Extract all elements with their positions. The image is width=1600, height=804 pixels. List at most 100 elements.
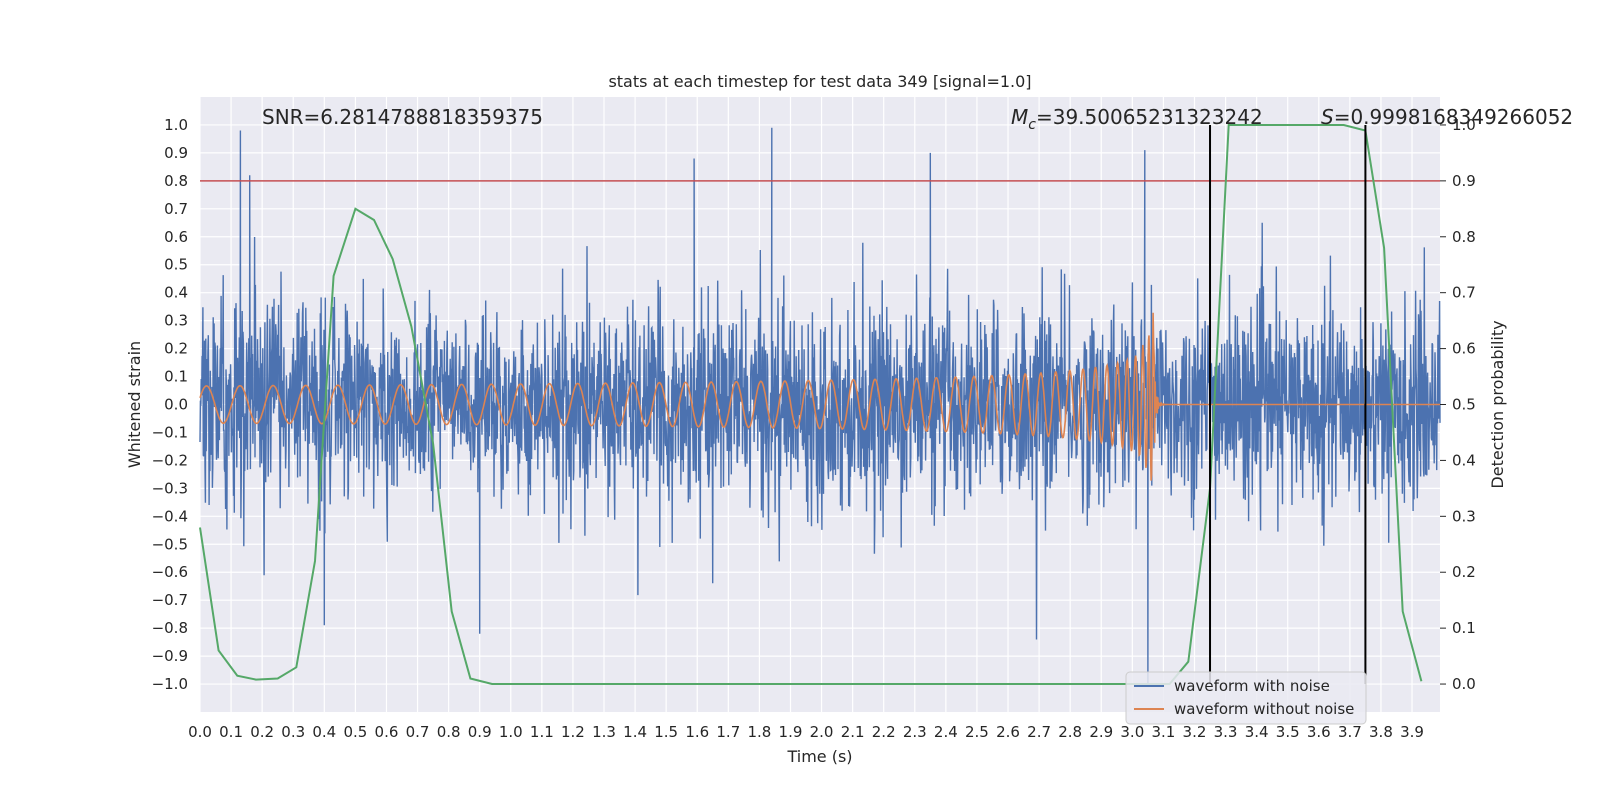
x-axis-label: Time (s) xyxy=(786,747,852,766)
x-tick-label: 2.1 xyxy=(841,723,865,741)
y2-tick-label: 0.0 xyxy=(1452,675,1476,693)
x-tick-label: 3.8 xyxy=(1369,723,1393,741)
x-tick-label: 0.7 xyxy=(406,723,430,741)
x-tick-label: 2.2 xyxy=(872,723,896,741)
x-tick-label: 0.5 xyxy=(343,723,367,741)
x-tick-label: 1.0 xyxy=(499,723,523,741)
chart-title: stats at each timestep for test data 349… xyxy=(608,72,1031,91)
score-annotation: S=0.9998168349266052 xyxy=(1321,105,1573,129)
y2-tick-label: 0.1 xyxy=(1452,619,1476,637)
x-tick-label: 2.7 xyxy=(1027,723,1051,741)
y2-tick-label: 0.5 xyxy=(1452,396,1476,414)
y-tick-label: 0.6 xyxy=(164,228,188,246)
y-tick-label: 0.2 xyxy=(164,340,188,358)
series-waveform-with-noise xyxy=(199,127,1441,685)
x-tick-label: 0.6 xyxy=(375,723,399,741)
score-symbol: S xyxy=(1321,105,1334,129)
x-tick-label: 3.9 xyxy=(1400,723,1424,741)
x-tick-label: 1.4 xyxy=(623,723,647,741)
y-tick-label: 0.8 xyxy=(164,172,188,190)
x-tick-label: 1.9 xyxy=(779,723,803,741)
y-tick-label: −0.2 xyxy=(152,451,188,469)
x-tick-label: 3.1 xyxy=(1151,723,1175,741)
x-tick-label: 1.2 xyxy=(561,723,585,741)
y2-axis-label: Detection probability xyxy=(1488,320,1507,488)
y-tick-label: 0.0 xyxy=(164,396,188,414)
legend: waveform with noise waveform without noi… xyxy=(1125,671,1367,725)
snr-annotation: SNR=6.2814788818359375 xyxy=(262,105,543,129)
x-tick-label: 2.6 xyxy=(996,723,1020,741)
y-tick-label: 0.3 xyxy=(164,312,188,330)
y-tick-label: 1.0 xyxy=(164,116,188,134)
y-tick-label: 0.4 xyxy=(164,284,188,302)
chirp-mass-annotation: Mc=39.50065231323242 xyxy=(1011,105,1263,133)
y-tick-label: 0.1 xyxy=(164,368,188,386)
chirp-mass-symbol: M xyxy=(1011,105,1028,129)
x-tick-label: 3.2 xyxy=(1183,723,1207,741)
score-value: =0.9998168349266052 xyxy=(1334,105,1573,129)
x-tick-label: 1.7 xyxy=(716,723,740,741)
legend-label-waveform-without-noise: waveform without noise xyxy=(1174,700,1354,718)
x-tick-label: 1.1 xyxy=(530,723,554,741)
x-tick-label: 2.3 xyxy=(903,723,927,741)
x-tick-label: 1.3 xyxy=(592,723,616,741)
legend-box xyxy=(1125,671,1367,725)
x-tick-labels: 0.0 0.1 0.2 0.3 0.4 0.5 0.6 0.7 0.8 0.9 1.0 1.1 1.2 1… xyxy=(188,723,1424,741)
x-tick-label: 3.6 xyxy=(1307,723,1331,741)
y-tick-label: −0.9 xyxy=(152,647,188,665)
y2-tick-label: 0.7 xyxy=(1452,284,1476,302)
x-tick-label: 3.7 xyxy=(1338,723,1362,741)
x-tick-label: 0.0 xyxy=(188,723,212,741)
y-tick-label: 0.9 xyxy=(164,144,188,162)
y2-tick-label: 0.8 xyxy=(1452,228,1476,246)
y-tick-label: −1.0 xyxy=(152,675,188,693)
y2-tick-label: 0.3 xyxy=(1452,507,1476,525)
y2-tick-label: 0.9 xyxy=(1452,172,1476,190)
x-tick-label: 3.3 xyxy=(1214,723,1238,741)
x-tick-label: 0.2 xyxy=(250,723,274,741)
x-tick-label: 0.9 xyxy=(468,723,492,741)
y-tick-label: −0.1 xyxy=(152,423,188,441)
x-tick-label: 0.8 xyxy=(437,723,461,741)
y2-tick-labels: 1.0 0.9 0.8 0.7 0.6 0.5 0.4 0.3 0.2 0.1 0.0 xyxy=(1440,116,1476,693)
y-tick-label: −0.6 xyxy=(152,563,188,581)
x-tick-label: 2.4 xyxy=(934,723,958,741)
y-tick-label: 0.5 xyxy=(164,256,188,274)
x-tick-label: 2.0 xyxy=(810,723,834,741)
x-tick-label: 1.6 xyxy=(685,723,709,741)
chirp-mass-subscript: c xyxy=(1028,117,1036,133)
x-tick-label: 1.8 xyxy=(747,723,771,741)
y-tick-label: −0.8 xyxy=(152,619,188,637)
y2-tick-label: 0.4 xyxy=(1452,451,1476,469)
y-tick-label: −0.5 xyxy=(152,535,188,553)
chirp-mass-value: =39.50065231323242 xyxy=(1036,105,1263,129)
y2-tick-label: 1.0 xyxy=(1452,116,1476,134)
y2-tick-label: 0.2 xyxy=(1452,563,1476,581)
legend-label-waveform-with-noise: waveform with noise xyxy=(1174,677,1330,695)
series-waveform-without-noise xyxy=(199,312,1440,481)
x-tick-label: 3.4 xyxy=(1245,723,1269,741)
y-tick-label: 0.7 xyxy=(164,200,188,218)
x-tick-label: 0.4 xyxy=(312,723,336,741)
y-tick-label: −0.3 xyxy=(152,479,188,497)
vertical-markers xyxy=(1209,124,1367,685)
detection-probability-line xyxy=(199,124,1423,685)
clean-waveform-line xyxy=(199,312,1440,481)
noise-waveform-line xyxy=(199,127,1441,685)
y-tick-label: −0.7 xyxy=(152,591,188,609)
x-tick-label: 0.3 xyxy=(281,723,305,741)
x-tick-label: 3.0 xyxy=(1120,723,1144,741)
x-tick-label: 2.9 xyxy=(1089,723,1113,741)
x-tick-label: 0.1 xyxy=(219,723,243,741)
y-tick-label: −0.4 xyxy=(152,507,188,525)
x-tick-label: 3.5 xyxy=(1276,723,1300,741)
series-detection-probability xyxy=(199,124,1423,685)
y2-tick-label: 0.6 xyxy=(1452,340,1476,358)
x-tick-label: 2.8 xyxy=(1058,723,1082,741)
x-tick-label: 2.5 xyxy=(965,723,989,741)
x-tick-label: 1.5 xyxy=(654,723,678,741)
y-axis-label: Whitened strain xyxy=(125,341,144,468)
y-tick-labels: 1.0 0.9 0.8 0.7 0.6 0.5 0.4 0.3 0.2 0.1 0.0 −0.1 −0.… xyxy=(152,116,188,693)
